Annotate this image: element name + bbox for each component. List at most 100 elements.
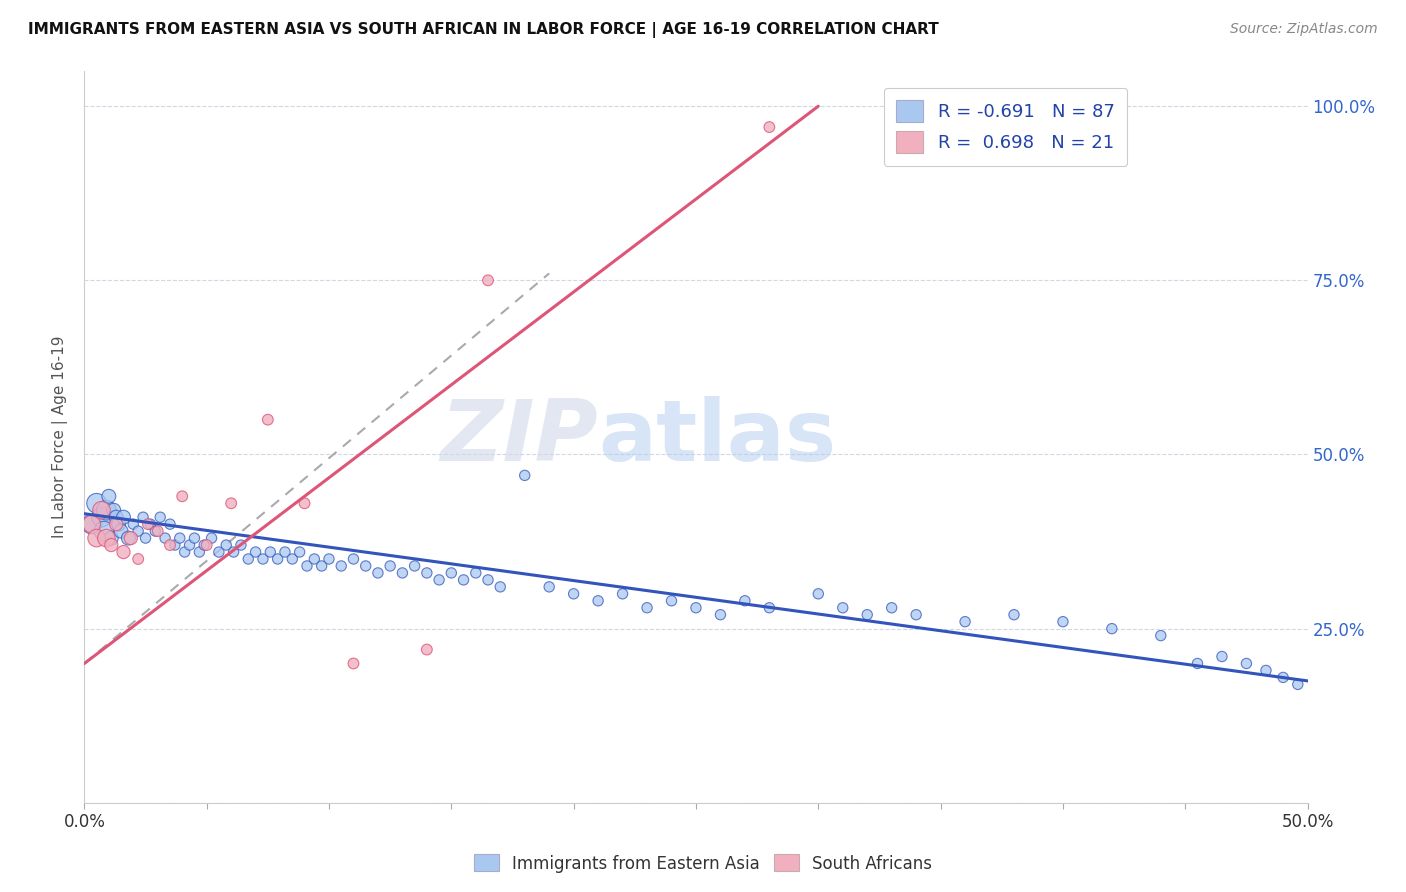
Point <box>222 545 245 559</box>
Point <box>391 566 413 580</box>
Point <box>1101 622 1123 636</box>
Point <box>513 468 536 483</box>
Point <box>318 552 340 566</box>
Point <box>252 552 274 566</box>
Point <box>1002 607 1025 622</box>
Point <box>139 517 162 532</box>
Text: Source: ZipAtlas.com: Source: ZipAtlas.com <box>1230 22 1378 37</box>
Point <box>807 587 830 601</box>
Point <box>172 489 194 503</box>
Point <box>440 566 463 580</box>
Point <box>112 545 135 559</box>
Point <box>1272 670 1295 684</box>
Point <box>259 545 281 559</box>
Point <box>149 510 172 524</box>
Point <box>127 552 149 566</box>
Point <box>856 607 879 622</box>
Point <box>219 496 242 510</box>
Point <box>86 531 108 545</box>
Point <box>831 600 853 615</box>
Point <box>1187 657 1209 671</box>
Point <box>1211 649 1233 664</box>
Point <box>127 524 149 538</box>
Legend: R = -0.691   N = 87, R =  0.698   N = 21: R = -0.691 N = 87, R = 0.698 N = 21 <box>883 87 1128 166</box>
Point <box>342 657 364 671</box>
Point <box>163 538 186 552</box>
Point <box>135 531 157 545</box>
Point <box>117 531 139 545</box>
Point <box>477 573 499 587</box>
Point <box>136 517 159 532</box>
Point <box>105 517 128 532</box>
Point <box>709 607 731 622</box>
Point <box>229 538 252 552</box>
Point <box>90 503 112 517</box>
Legend: Immigrants from Eastern Asia, South Africans: Immigrants from Eastern Asia, South Afri… <box>467 847 939 880</box>
Point <box>183 531 205 545</box>
Point <box>427 573 450 587</box>
Point <box>612 587 634 601</box>
Point <box>110 524 132 538</box>
Point <box>1150 629 1173 643</box>
Point <box>661 594 683 608</box>
Point <box>477 273 499 287</box>
Point <box>96 531 118 545</box>
Point <box>685 600 707 615</box>
Point <box>953 615 976 629</box>
Point <box>86 496 108 510</box>
Point <box>188 545 211 559</box>
Point <box>159 538 181 552</box>
Point <box>153 531 176 545</box>
Point <box>146 524 169 538</box>
Point <box>193 538 215 552</box>
Point <box>354 558 377 573</box>
Point <box>105 510 128 524</box>
Point <box>288 545 311 559</box>
Point <box>257 412 280 426</box>
Point <box>96 503 118 517</box>
Point <box>294 496 316 510</box>
Point <box>159 517 181 532</box>
Point <box>453 573 475 587</box>
Point <box>90 510 112 524</box>
Point <box>304 552 326 566</box>
Text: atlas: atlas <box>598 395 837 479</box>
Point <box>143 524 166 538</box>
Point <box>195 538 218 552</box>
Point <box>311 558 333 573</box>
Point <box>636 600 658 615</box>
Point <box>179 538 201 552</box>
Point <box>464 566 486 580</box>
Point <box>367 566 389 580</box>
Text: IMMIGRANTS FROM EASTERN ASIA VS SOUTH AFRICAN IN LABOR FORCE | AGE 16-19 CORRELA: IMMIGRANTS FROM EASTERN ASIA VS SOUTH AF… <box>28 22 939 38</box>
Point <box>586 594 609 608</box>
Point <box>120 531 142 545</box>
Point <box>1254 664 1277 678</box>
Point <box>238 552 260 566</box>
Point <box>274 545 297 559</box>
Point <box>905 607 928 622</box>
Point <box>200 531 222 545</box>
Point <box>342 552 364 566</box>
Point <box>380 558 402 573</box>
Text: ZIP: ZIP <box>440 395 598 479</box>
Point <box>93 524 115 538</box>
Point <box>562 587 585 601</box>
Point <box>215 538 238 552</box>
Point <box>880 600 903 615</box>
Point <box>734 594 756 608</box>
Point <box>132 510 155 524</box>
Point <box>330 558 353 573</box>
Point <box>245 545 267 559</box>
Point <box>100 538 122 552</box>
Point <box>1286 677 1309 691</box>
Point <box>122 517 145 532</box>
Point <box>97 489 120 503</box>
Point <box>107 517 129 532</box>
Point <box>1052 615 1074 629</box>
Point <box>489 580 512 594</box>
Point <box>112 510 135 524</box>
Point <box>758 120 780 134</box>
Point <box>758 600 780 615</box>
Point <box>295 558 318 573</box>
